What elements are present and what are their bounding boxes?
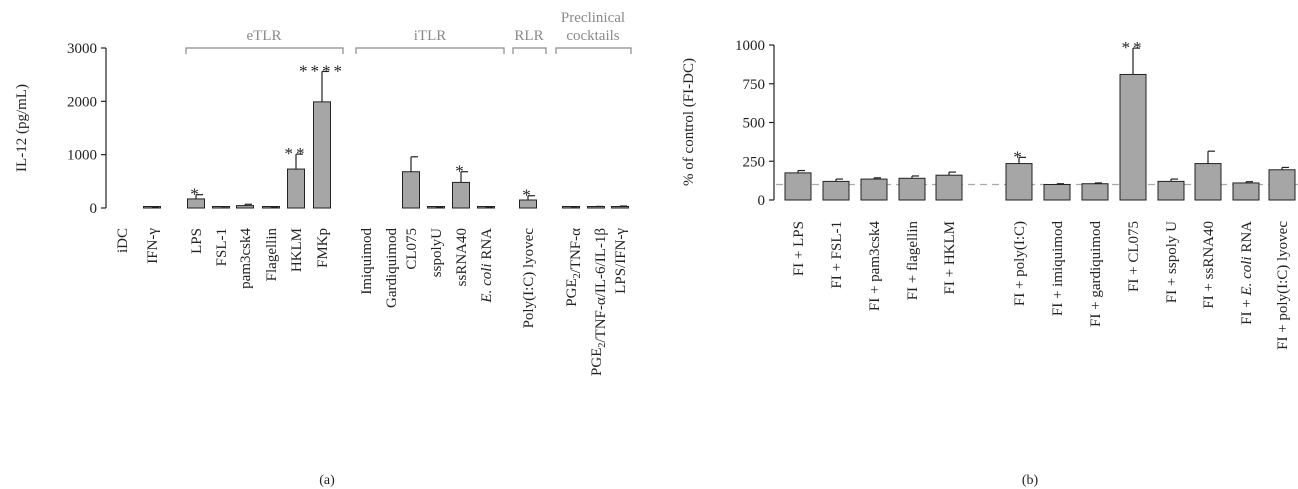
y-tick-label: 1000 [735,38,765,54]
significance-marker: ** [1122,38,1145,57]
x-tick-label: Poly(I:C) lyovec [521,228,537,329]
panel-a-bars: ********* [143,61,629,209]
x-tick-label: FI + flagellin [905,221,921,301]
x-tick-label: FI + pam3csk4 [867,221,883,312]
x-tick-label: FSL-1 [214,228,230,266]
significance-marker: **** [299,61,345,80]
group-label: cocktails [566,28,619,44]
significance-marker: * [190,185,202,204]
group-label: eTLR [247,28,282,44]
panel-b-y-ticks: 0 250 500 750 1000 [735,38,774,209]
x-tick-label: LPS [189,228,205,254]
x-tick-label: ssRNA40 [454,228,470,286]
x-tick-label: pam3csk4 [238,228,254,289]
x-tick-label: FI + E. coli RNA [1239,221,1255,325]
x-tick-label: HKLM [289,228,305,272]
x-tick-label: FI + FSL-1 [829,221,845,289]
x-tick-label: Flagellin [264,228,280,282]
x-tick-label: PGE2/TNF-α/IL-6/IL-1β [589,228,609,376]
bar [1005,163,1033,201]
bar [1043,184,1071,201]
bar [402,171,420,209]
x-tick-label: IFN-γ [145,228,161,264]
x-tick-label: PGE2/TNF-α [564,228,584,307]
panel-a-y-axis-label: IL-12 (pg/mL) [14,84,30,172]
x-tick-label: FI + LPS [791,221,807,276]
bar [1232,182,1260,201]
x-tick-label: FI + poly(I:C) lyovec [1275,221,1291,350]
x-tick-label: FMKp [315,228,331,268]
bar [784,172,812,201]
y-tick-label: 0 [90,201,98,217]
group-label: RLR [514,28,543,44]
bar [452,181,470,209]
bar [611,206,629,209]
group-bracket [555,47,632,54]
x-tick-label: E. coli RNA [479,228,495,304]
panel-b-y-axis-label: % of control (FI-DC) [681,58,697,186]
bar [1194,163,1222,201]
x-tick-label: FI + CL075 [1126,221,1142,292]
significance-marker: ** [285,144,308,163]
y-tick-label: 250 [743,154,766,170]
bar [822,180,850,201]
x-tick-label: sspolyU [429,228,445,277]
x-tick-label: FI + imiquimod [1050,221,1066,317]
group-bracket [355,47,505,54]
panel-a-label: (a) [319,473,335,488]
x-tick-label: FI + sspoly U [1164,221,1180,303]
bar [287,168,305,209]
x-tick-label: FI + HKLM [942,221,958,294]
x-tick-label: Imiquimod [359,228,375,295]
x-tick-label: FI + ssRNA40 [1201,221,1217,309]
bar [1157,180,1185,201]
x-tick-label: Gardiquimod [384,228,400,308]
bar [236,205,254,209]
bar [935,174,963,201]
panel-a-y-ticks: 0 1000 2000 3000 [67,41,106,217]
bar [1268,169,1296,201]
significance-marker: * [455,162,467,181]
group-bracket [185,47,344,54]
significance-marker: * [1013,147,1025,166]
bar [898,177,926,201]
x-tick-label: FI + poly(I:C) [1012,221,1028,306]
x-tick-label: FI + gardiquimod [1088,221,1104,327]
y-tick-label: 2000 [67,94,97,110]
y-tick-label: 750 [743,77,766,93]
group-bracket [512,47,547,54]
group-label: Preclinical [561,10,625,26]
y-tick-label: 0 [758,193,766,209]
y-tick-label: 500 [743,116,766,132]
x-tick-label: LPS/IFN-γ [613,228,629,294]
bar [1119,73,1147,201]
group-label: iTLR [414,28,447,44]
y-tick-label: 3000 [67,41,97,57]
significance-marker: * [522,186,534,205]
bar [1081,183,1109,201]
bar [860,178,888,201]
panel-a-chart: IL-12 (pg/mL) 0 1000 2000 3000 eTLR iTLR RLR P… [14,10,632,488]
panel-b-bars: *** [784,38,1296,201]
bar [313,101,331,209]
panel-b-x-tick-labels: FI + LPS FI + FSL-1 FI + pam3csk4 FI + flag… [791,221,1291,350]
panel-a-group-brackets: eTLR iTLR RLR Preclinical cocktails [185,10,632,54]
y-tick-label: 1000 [67,148,97,164]
x-tick-label: iDC [115,228,131,253]
panel-a-x-tick-labels: iDC IFN-γ LPS FSL-1 pam3csk4 Flagellin HKLM FMK… [115,228,629,376]
x-tick-label: CL075 [404,228,420,270]
panel-b-label: (b) [1022,473,1039,488]
